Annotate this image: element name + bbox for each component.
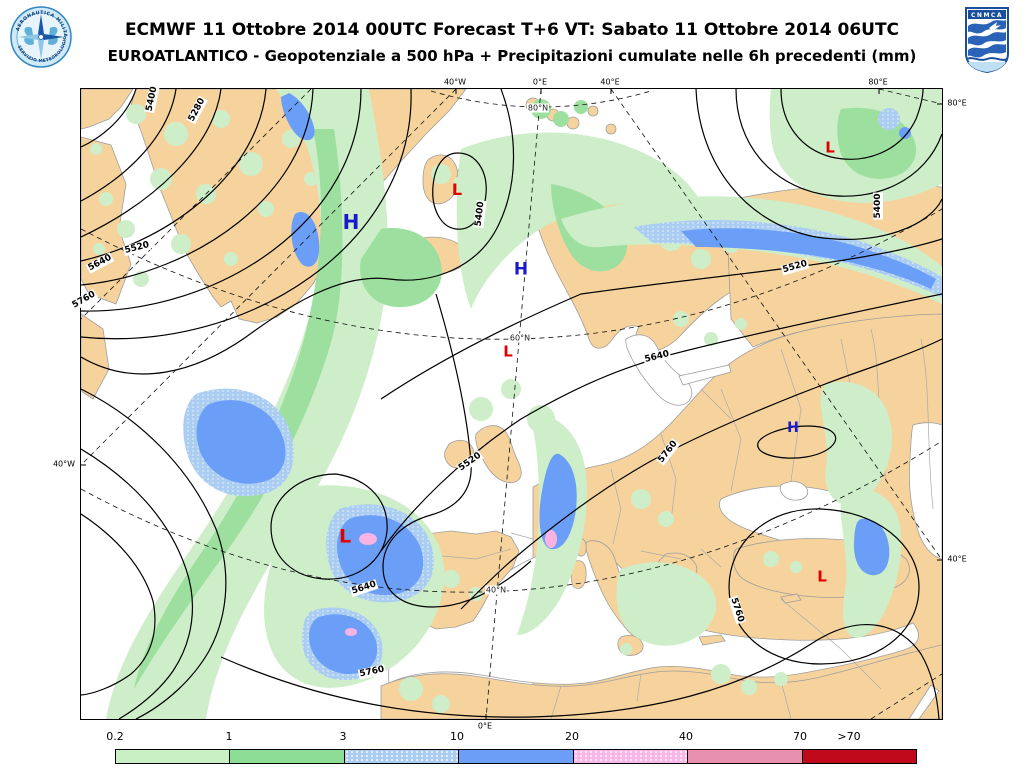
legend-tick-label: 1 xyxy=(225,730,233,743)
legend-segment xyxy=(344,750,460,763)
weather-map xyxy=(81,89,942,719)
legend-tick-label: 10 xyxy=(450,730,464,743)
legend-segment xyxy=(802,750,916,763)
legend-segment xyxy=(230,750,345,763)
chart-title: ECMWF 11 Ottobre 2014 00UTC Forecast T+6… xyxy=(124,20,900,40)
legend-tick-label: 70 xyxy=(793,730,807,743)
legend-segment xyxy=(459,750,574,763)
graticule-edge-label: 80°E xyxy=(947,98,967,108)
graticule-edge-label: 40°E xyxy=(947,554,967,564)
graticule-edge-label: 40°W xyxy=(52,459,76,469)
chart-subtitle: EUROATLANTICO - Geopotenziale a 500 hPa … xyxy=(107,47,917,65)
legend-tick-label: 20 xyxy=(565,730,579,743)
cnmca-logo-icon: CNMCA xyxy=(963,6,1011,74)
map-area xyxy=(80,88,943,720)
precipitation-shading xyxy=(90,89,942,719)
legend-segment xyxy=(573,750,689,763)
frame-ticks xyxy=(81,89,942,719)
header: AERONAUTICA MILITARE SERVIZIO METEOROLOG… xyxy=(0,0,1024,86)
legend-tick-label: 3 xyxy=(339,730,347,743)
legend-tick-label: 0.2 xyxy=(106,730,124,743)
legend-tick-label: >70 xyxy=(837,730,861,743)
legend-color-bar xyxy=(115,749,917,764)
legend-segment xyxy=(688,750,803,763)
precipitation-legend: 0.2 1 3 10 20 40 70 >70 xyxy=(0,728,1024,768)
aeronautica-militare-logo-icon: AERONAUTICA MILITARE SERVIZIO METEOROLOG… xyxy=(8,2,72,68)
legend-tick-label: 40 xyxy=(679,730,693,743)
legend-segment xyxy=(116,750,231,763)
geopotential-contours xyxy=(81,89,942,719)
cnmca-label: CNMCA xyxy=(971,12,1003,19)
